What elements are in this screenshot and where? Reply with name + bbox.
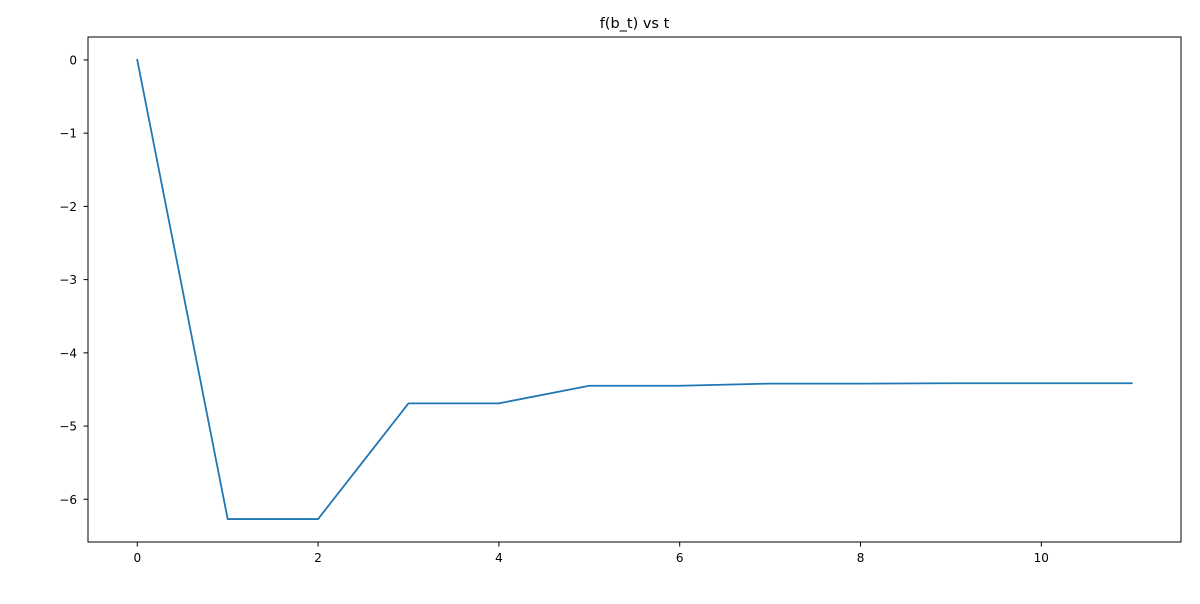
y-tick-label: −3 [59, 273, 77, 287]
y-tick-label: −1 [59, 127, 77, 141]
x-tick-label: 0 [133, 551, 141, 565]
axes-frame [87, 36, 1182, 543]
y-tick-label: −2 [59, 200, 77, 214]
x-tick-label: 8 [857, 551, 865, 565]
y-tick-label: −6 [59, 493, 77, 507]
y-axis: 0 −1 −2 −3 −4 −5 −6 [59, 53, 88, 507]
chart-title: f(b_t) vs t [600, 16, 670, 32]
series-line-0 [136, 58, 1133, 520]
y-tick-label: 0 [69, 53, 77, 67]
x-axis: 0 2 4 6 8 10 [133, 542, 1049, 565]
x-tick-label: 2 [314, 551, 322, 565]
y-tick-label: −4 [59, 346, 77, 360]
plot-area [87, 36, 1182, 543]
x-tick-label: 4 [495, 551, 503, 565]
x-tick-label: 6 [676, 551, 684, 565]
y-tick-label: −5 [59, 420, 77, 434]
x-tick-label: 10 [1034, 551, 1049, 565]
